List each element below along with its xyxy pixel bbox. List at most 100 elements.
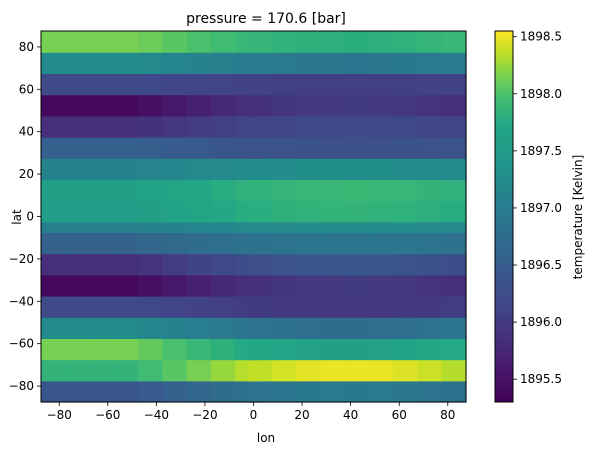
heatmap-cell	[186, 296, 212, 318]
heatmap-cell	[162, 232, 188, 255]
heatmap-cell	[65, 73, 91, 96]
heatmap-cell	[441, 158, 467, 180]
heatmap-cell	[162, 115, 188, 138]
heatmap-cell	[296, 137, 321, 159]
heatmap-cell	[113, 31, 139, 53]
heatmap-cell	[113, 232, 139, 255]
heatmap-cell	[138, 115, 164, 138]
heatmap-cell	[89, 73, 115, 96]
heatmap-cell	[89, 317, 115, 339]
heatmap-cell	[320, 52, 346, 74]
heatmap-cell	[296, 317, 321, 339]
heatmap-cell	[211, 296, 236, 318]
heatmap-cell	[162, 253, 188, 276]
heatmap-cell	[211, 317, 236, 339]
heatmap-cell	[271, 296, 297, 318]
heatmap-cell	[271, 137, 297, 159]
y-axis-ticks: −80 −60 −40 −20 0 20 40 60 80	[9, 40, 41, 393]
y-axis-label: lat	[10, 209, 24, 225]
heatmap-cell	[138, 137, 164, 159]
heatmap-cell	[441, 200, 467, 223]
x-axis-ticks: −80 −60 −40 −20 0 20 40 60 80	[47, 402, 455, 422]
heatmap-cell	[320, 137, 346, 159]
heatmap-cell	[65, 52, 91, 74]
heatmap-cell	[441, 232, 467, 255]
x-tick-label: 40	[343, 408, 358, 422]
heatmap-cell	[162, 94, 188, 117]
y-tick-label: 80	[19, 40, 34, 54]
heatmap-cell	[211, 73, 236, 96]
heatmap-cell	[162, 73, 188, 96]
heatmap-cell	[138, 200, 164, 223]
heatmap-cell	[393, 359, 419, 382]
heatmap-cell	[186, 338, 212, 361]
heatmap-cell	[296, 338, 321, 361]
heatmap-cell	[417, 359, 443, 382]
heatmap-cell	[247, 338, 273, 361]
heatmap-cell	[344, 158, 370, 180]
heatmap-cell	[271, 52, 297, 74]
heatmap-cell	[296, 94, 321, 117]
heatmap-cell	[138, 296, 164, 318]
heatmap-cell	[417, 274, 443, 297]
heatmap-cell	[368, 274, 394, 297]
colorbar-tick-label: 1897.5	[520, 144, 562, 158]
heatmap-cell	[186, 52, 212, 74]
heatmap-cell	[271, 359, 297, 382]
heatmap-cell	[211, 380, 236, 403]
y-tick-label: −20	[9, 252, 34, 266]
heatmap-cell	[368, 380, 394, 403]
heatmap-cell	[271, 274, 297, 297]
heatmap-cell	[113, 359, 139, 382]
heatmap-cell	[65, 317, 91, 339]
heatmap-cell	[65, 158, 91, 180]
heatmap-cell	[417, 317, 443, 339]
heatmap-cell	[186, 274, 212, 297]
heatmap-cell	[271, 253, 297, 276]
heatmap-cell	[138, 338, 164, 361]
heatmap-cell	[296, 380, 321, 403]
heatmap-cell	[89, 232, 115, 255]
heatmap-cell	[113, 137, 139, 159]
heatmap-cell	[320, 253, 346, 276]
heatmap-cell	[113, 296, 139, 318]
heatmap-cell	[393, 296, 419, 318]
colorbar	[495, 31, 513, 402]
heatmap-cell	[162, 380, 188, 403]
heatmap-cell	[441, 94, 467, 117]
heatmap-cell	[113, 338, 139, 361]
heatmap-cell	[186, 94, 212, 117]
x-tick-label: −60	[95, 408, 120, 422]
heatmap-cell	[41, 274, 66, 297]
heatmap-cell	[113, 380, 139, 403]
heatmap-cell	[296, 52, 321, 74]
heatmap-cell	[320, 200, 346, 223]
heatmap-cell	[211, 274, 236, 297]
heatmap-cell	[138, 52, 164, 74]
heatmap-cell	[65, 137, 91, 159]
heatmap-cell	[41, 253, 66, 276]
heatmap-cell	[393, 317, 419, 339]
heatmap-cell	[113, 94, 139, 117]
heatmap-cell	[247, 31, 273, 53]
heatmap-cell	[271, 338, 297, 361]
heatmap-cell	[65, 200, 91, 223]
heatmap-cell	[113, 317, 139, 339]
colorbar-ticks: 1895.5 1896.0 1896.5 1897.0 1897.5 1898.0 1898…	[513, 30, 562, 386]
heatmap-cell	[65, 179, 91, 202]
heatmap-cell	[113, 200, 139, 223]
heatmap-cell	[271, 179, 297, 202]
heatmap-cell	[441, 73, 467, 96]
heatmap-cell	[441, 359, 467, 382]
heatmap-cell	[344, 73, 370, 96]
heatmap-cell	[344, 380, 370, 403]
heatmap-cell	[211, 200, 236, 223]
heatmap-cell	[247, 253, 273, 276]
heatmap-cell	[138, 359, 164, 382]
heatmap-cell	[113, 179, 139, 202]
heatmap-cell	[211, 179, 236, 202]
colorbar-tick-label: 1895.5	[520, 372, 562, 386]
x-tick-label: 80	[440, 408, 455, 422]
heatmap-cell	[65, 115, 91, 138]
heatmap-cell	[320, 73, 346, 96]
